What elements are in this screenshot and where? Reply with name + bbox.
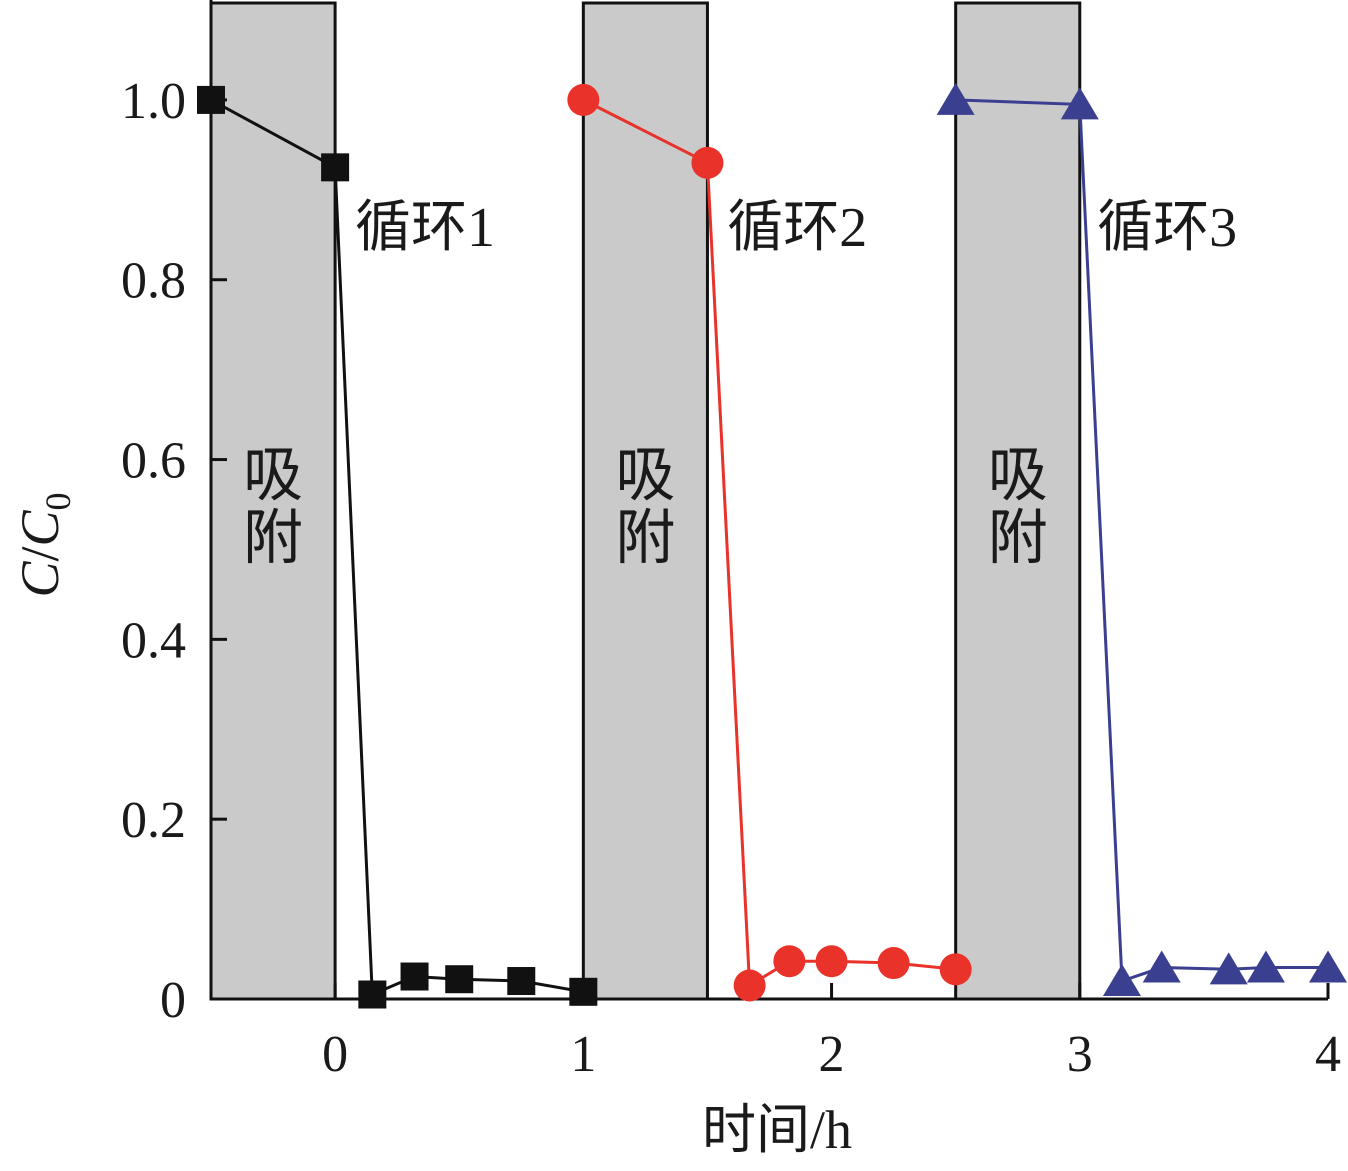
y-tick-label-0.2: 0.2 [121,792,186,849]
y-tick-label-0.8: 0.8 [121,253,186,310]
band-2-label-bottom: 附 [615,505,675,571]
x-tick-label-0: 0 [322,1026,348,1083]
series-3-point-5 [1209,952,1248,985]
series-3-point-7 [1309,950,1347,983]
series-3-point-2 [1060,87,1099,120]
series-2-point-2 [691,146,724,179]
series-1-point-2 [321,153,350,182]
y-axis-label: C/C0 [10,492,78,597]
x-tick-label-1: 1 [570,1026,596,1083]
series-3-point-1 [936,82,975,115]
y-tick-label-0: 0 [160,972,186,1029]
series-3-point-6 [1246,950,1285,983]
y-tick-label-0.6: 0.6 [121,433,186,490]
series-2-point-5 [815,945,848,978]
series-1-point-6 [507,967,536,996]
band-2 [581,1,709,1001]
cycle-label-1: 循环1 [355,197,495,259]
series-2-point-1 [567,83,600,116]
cycle-label-3: 循环3 [1097,197,1237,259]
series-1-point-1 [197,85,225,114]
series-2-point-3 [733,969,766,1002]
band-3-label-bottom: 附 [988,505,1048,571]
band-1-label-bottom: 附 [243,505,303,571]
series-1-point-5 [445,965,474,994]
band-2-label-top: 吸 [615,443,675,509]
band-1 [209,1,337,1001]
x-axis-label: 时间/h [702,1100,852,1160]
band-3 [954,1,1082,1001]
series-2-point-7 [939,953,972,986]
series-1-point-7 [569,977,598,1006]
band-3-label-top: 吸 [988,443,1048,509]
series-2-point-6 [877,947,910,980]
x-tick-label-4: 4 [1315,1026,1341,1083]
series-3-point-3 [1102,964,1141,997]
x-tick-label-3: 3 [1067,1026,1093,1083]
annotations: 循环1 循环2 循环3 [355,197,1237,259]
axes: 0 1 2 3 4 0 0.2 0.4 0.6 0.8 1.0 [121,0,1341,1083]
x-tick-label-2: 2 [819,1026,845,1083]
cycle-label-2: 循环2 [727,197,867,259]
series-layer [197,82,1347,1009]
band-1-label-top: 吸 [243,443,303,509]
series-2-point-4 [773,945,806,978]
series-1-point-3 [358,980,387,1009]
y-tick-label-1.0: 1.0 [121,73,186,130]
y-tick-label-0.4: 0.4 [121,612,186,669]
series-3-point-4 [1142,950,1181,983]
series-1-point-4 [400,962,429,991]
